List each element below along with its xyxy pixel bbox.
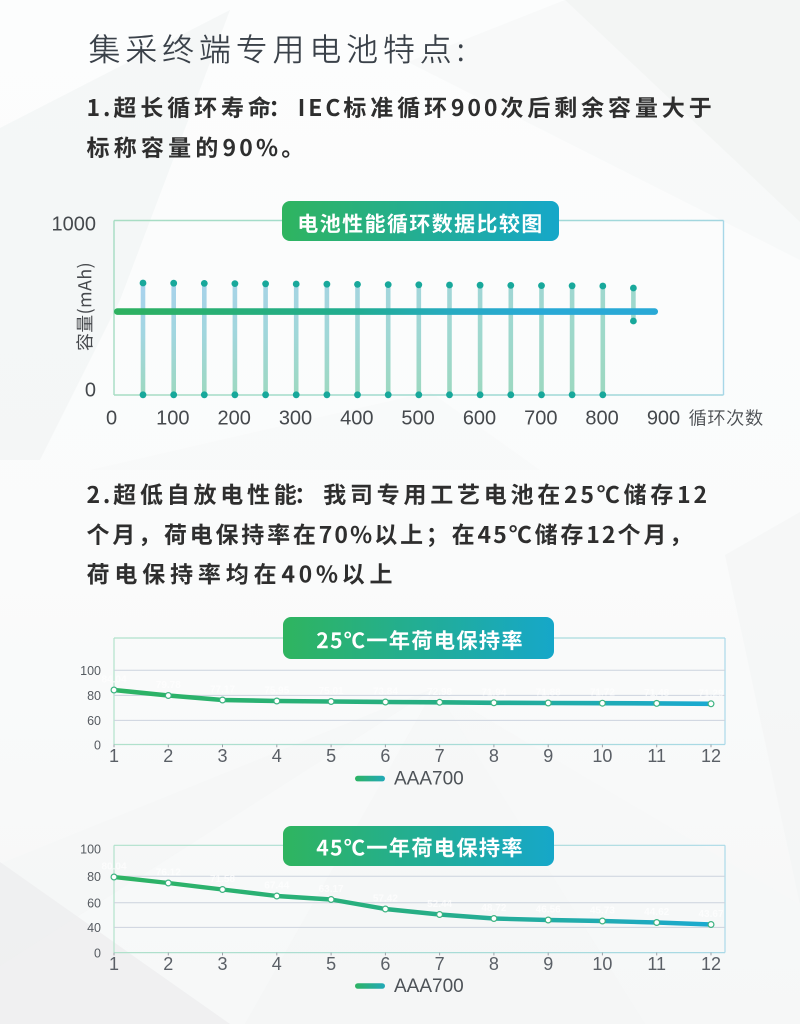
svg-text:10: 10 [592, 954, 612, 974]
svg-text:4: 4 [272, 954, 282, 974]
svg-text:80.04: 80.04 [101, 862, 126, 873]
svg-text:72.98: 72.98 [427, 687, 452, 698]
svg-text:71.94: 71.94 [481, 687, 506, 698]
svg-text:76.12: 76.12 [156, 868, 181, 879]
svg-text:3: 3 [217, 746, 227, 766]
svg-text:71.58: 71.58 [210, 874, 235, 885]
svg-text:60: 60 [87, 897, 101, 911]
svg-text:43.67: 43.67 [698, 909, 723, 920]
svg-text:0: 0 [94, 738, 101, 752]
svg-text:1: 1 [109, 746, 119, 766]
svg-text:100: 100 [156, 408, 189, 430]
svg-text:200: 200 [218, 408, 251, 430]
svg-text:75.01: 75.01 [319, 686, 344, 697]
svg-text:52.44: 52.44 [427, 899, 452, 910]
svg-text:10: 10 [592, 746, 612, 766]
svg-text:900: 900 [647, 408, 680, 430]
svg-text:600: 600 [463, 408, 496, 430]
svg-text:67.44: 67.44 [264, 881, 289, 892]
svg-text:80: 80 [87, 689, 101, 703]
svg-text:11: 11 [647, 746, 666, 766]
svg-text:400: 400 [340, 408, 373, 430]
svg-text:700: 700 [524, 408, 557, 430]
svg-text:71.48: 71.48 [644, 688, 669, 699]
svg-text:AAA700: AAA700 [394, 976, 464, 997]
svg-text:71.29: 71.29 [698, 688, 723, 699]
svg-text:1: 1 [109, 954, 119, 974]
svg-text:77.17: 77.17 [210, 685, 235, 696]
svg-text:100: 100 [80, 664, 101, 678]
svg-text:9: 9 [543, 746, 553, 766]
svg-text:1000: 1000 [52, 213, 97, 235]
svg-text:71.88: 71.88 [536, 688, 561, 699]
svg-text:5: 5 [326, 746, 336, 766]
svg-text:8: 8 [489, 746, 499, 766]
svg-text:12: 12 [701, 954, 721, 974]
svg-text:48.72: 48.72 [481, 903, 506, 914]
svg-text:57.42: 57.42 [373, 894, 398, 905]
svg-text:44.62: 44.62 [644, 907, 669, 918]
svg-text:12: 12 [701, 746, 721, 766]
svg-text:79.78: 79.78 [156, 680, 181, 691]
svg-text:84.04: 84.04 [101, 675, 126, 686]
svg-text:7: 7 [435, 954, 445, 974]
svg-text:0: 0 [85, 380, 96, 402]
svg-text:60: 60 [87, 714, 101, 728]
svg-text:AAA700: AAA700 [394, 769, 464, 790]
svg-text:2: 2 [163, 954, 173, 974]
svg-text:9: 9 [543, 954, 553, 974]
svg-text:100: 100 [80, 842, 101, 856]
svg-text:73.84: 73.84 [373, 687, 398, 698]
svg-text:6: 6 [380, 954, 390, 974]
svg-text:800: 800 [585, 408, 618, 430]
svg-text:40: 40 [87, 921, 101, 935]
svg-text:2: 2 [163, 746, 173, 766]
svg-text:0: 0 [94, 946, 101, 960]
svg-text:6: 6 [380, 746, 390, 766]
svg-text:500: 500 [401, 408, 434, 430]
svg-text:5: 5 [326, 954, 336, 974]
svg-text:11: 11 [647, 954, 666, 974]
svg-text:71.72: 71.72 [590, 688, 615, 699]
svg-text:3: 3 [217, 954, 227, 974]
svg-text:4: 4 [272, 746, 282, 766]
svg-text:45.73: 45.73 [590, 906, 615, 917]
svg-text:80: 80 [87, 870, 101, 884]
svg-text:75.95: 75.95 [264, 686, 289, 697]
svg-text:0: 0 [106, 408, 117, 430]
svg-text:63.17: 63.17 [319, 884, 344, 895]
svg-text:300: 300 [279, 408, 312, 430]
svg-text:8: 8 [489, 954, 499, 974]
svg-text:46.56: 46.56 [536, 905, 561, 916]
svg-text:7: 7 [435, 746, 445, 766]
